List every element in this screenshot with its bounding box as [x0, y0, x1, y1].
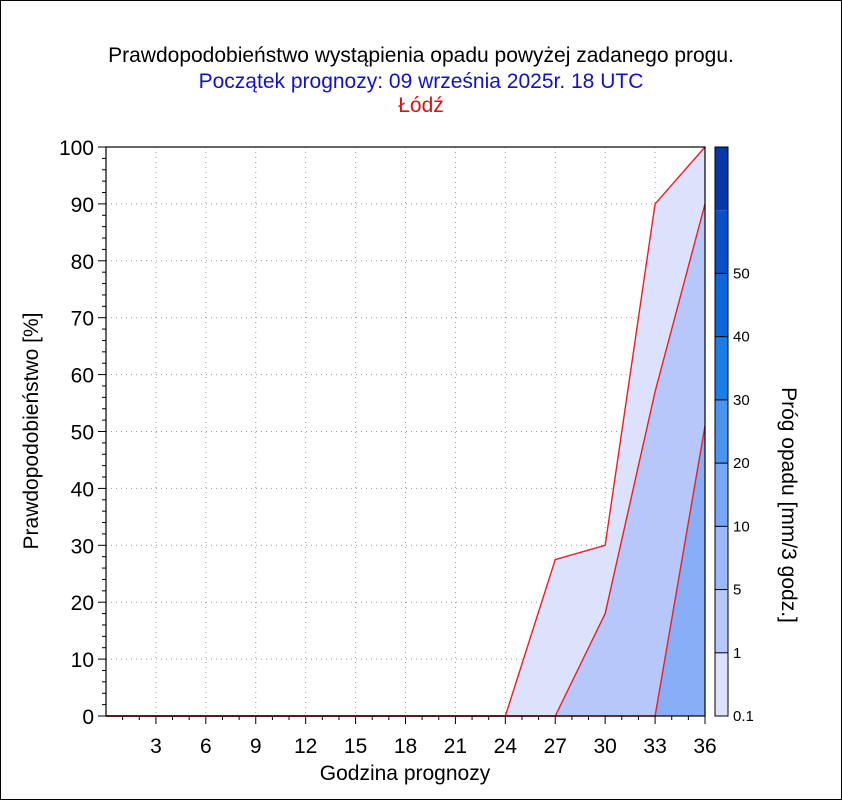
x-tick-label: 24	[494, 735, 518, 758]
x-tick-label: 30	[593, 735, 616, 758]
y-tick-label: 10	[71, 649, 94, 672]
colorbar-tick-label: 50	[733, 265, 750, 282]
colorbar-segment	[715, 526, 728, 590]
colorbar-segment	[715, 652, 728, 716]
y-tick-label: 70	[71, 308, 94, 331]
colorbar: 0.1 1 5 10 20 30 40 50	[714, 146, 754, 725]
x-tick-label: 33	[643, 735, 666, 758]
x-tick-label: 3	[150, 735, 162, 758]
y-tick-label: 60	[71, 365, 94, 388]
colorbar-tick-label: 0.1	[733, 708, 754, 725]
y-axis-label: Prawdopodobieństwo [%]	[20, 313, 43, 550]
chart-location: Łódź	[398, 94, 444, 117]
colorbar-label: Próg opadu [mm/3 godz.]	[777, 387, 800, 623]
y-tick-label: 40	[71, 478, 94, 501]
x-tick-label: 12	[294, 735, 317, 758]
y-tick-label: 20	[71, 592, 94, 615]
colorbar-segment	[715, 589, 728, 653]
y-tick-label: 90	[71, 194, 94, 217]
x-tick-label: 9	[250, 735, 262, 758]
colorbar-tick-label: 20	[733, 455, 750, 472]
colorbar-tick-label: 1	[733, 645, 741, 662]
x-tick-label: 15	[344, 735, 367, 758]
x-axis-label: Godzina prognozy	[320, 762, 491, 785]
x-tick-label: 21	[444, 735, 467, 758]
chart-title: Prawdopodobieństwo wystąpienia opadu pow…	[108, 44, 734, 67]
x-tick-label: 36	[693, 735, 716, 758]
x-tick-label: 18	[394, 735, 417, 758]
colorbar-tick-label: 30	[733, 392, 750, 409]
colorbar-segment	[715, 210, 728, 274]
y-tick-label: 0	[82, 706, 94, 729]
chart-subtitle: Początek prognozy: 09 września 2025r. 18…	[198, 70, 644, 93]
x-tick-label: 6	[200, 735, 212, 758]
y-tick-label: 100	[59, 137, 94, 160]
area-series-0.1	[106, 147, 705, 716]
y-tick-label: 80	[71, 251, 94, 274]
x-tick-label: 27	[544, 735, 567, 758]
colorbar-tick-label: 10	[733, 518, 750, 535]
colorbar-tick-label: 5	[733, 582, 741, 599]
y-tick-label: 50	[71, 422, 94, 445]
colorbar-segment	[715, 336, 728, 400]
area-series-1	[106, 203, 705, 716]
colorbar-tick-label: 40	[733, 329, 750, 346]
y-tick-label: 30	[71, 535, 94, 558]
colorbar-segment	[715, 147, 728, 211]
colorbar-segment	[715, 399, 728, 464]
colorbar-segment	[715, 463, 728, 527]
colorbar-segment	[715, 273, 728, 337]
